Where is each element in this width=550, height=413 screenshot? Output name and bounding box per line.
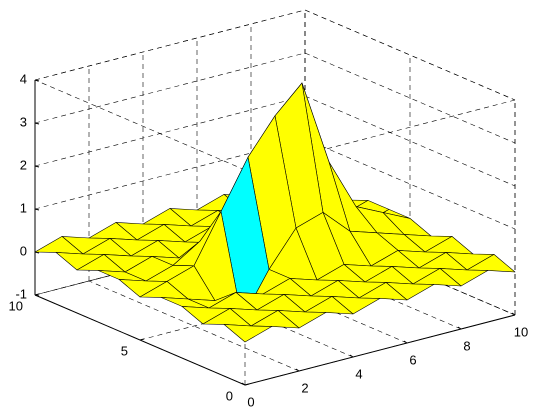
x-tick <box>403 340 408 344</box>
grid-line <box>34 95 306 167</box>
x-tick-label: 2 <box>301 380 308 395</box>
z-tick <box>34 294 40 297</box>
y-tick <box>244 383 250 386</box>
y-tick-label: 10 <box>9 298 23 313</box>
x-tick-label: 8 <box>463 338 470 353</box>
z-tick <box>34 79 40 82</box>
grid-line <box>88 280 300 372</box>
z-tick <box>34 165 40 168</box>
z-tick-label: 4 <box>20 71 27 86</box>
grid-line <box>34 52 306 124</box>
surface-face <box>223 324 273 343</box>
x-tick-label: 4 <box>355 366 362 381</box>
z-tick-label: 2 <box>20 157 27 172</box>
grid-line <box>304 95 516 187</box>
grid-line <box>34 138 306 210</box>
box-edge <box>34 79 246 171</box>
grid-line <box>34 9 306 81</box>
z-tick <box>34 122 40 125</box>
x-tick <box>457 326 462 330</box>
box-edge <box>244 99 516 171</box>
z-tick-label: 0 <box>20 243 27 258</box>
z-tick <box>34 208 40 211</box>
x-axis <box>244 314 516 386</box>
x-tick <box>295 368 300 372</box>
grid-line <box>304 138 516 230</box>
x-tick <box>511 312 516 316</box>
grid-line <box>304 9 516 101</box>
y-tick-label: 0 <box>226 388 233 403</box>
grid-line <box>304 52 516 144</box>
x-tick <box>349 354 354 358</box>
z-tick-label: 1 <box>20 200 27 215</box>
y-tick-label: 5 <box>121 343 128 358</box>
x-tick-label: 10 <box>514 324 528 339</box>
x-tick-label: 6 <box>409 352 416 367</box>
x-tick <box>241 382 246 386</box>
z-tick-label: -1 <box>15 286 27 301</box>
x-tick-label: 0 <box>247 394 254 409</box>
y-tick <box>139 338 145 341</box>
z-tick-label: 3 <box>20 114 27 129</box>
